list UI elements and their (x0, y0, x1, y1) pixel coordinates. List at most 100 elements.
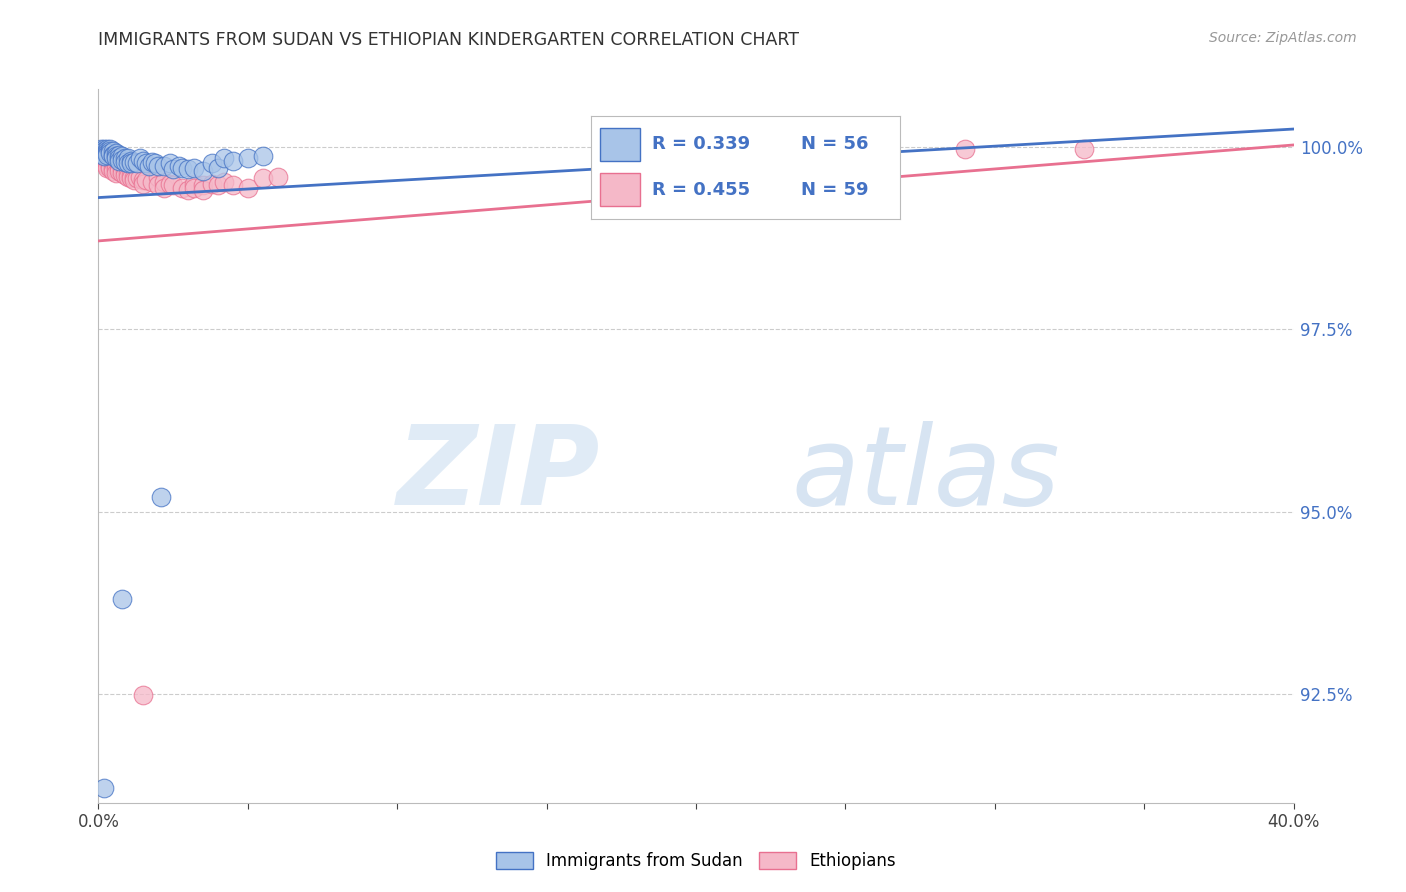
Point (167, 159, 190, 173)
Point (183, 161, 205, 175)
Point (120, 168, 142, 182)
Point (105, 159, 128, 173)
Point (153, 159, 176, 173)
Point (108, 147, 131, 161)
Point (172, 180, 194, 194)
Point (127, 171, 149, 186)
Point (129, 169, 152, 184)
Point (129, 152, 152, 166)
Point (108, 153, 131, 168)
Point (114, 155, 136, 169)
Point (132, 177, 155, 191)
Text: ZIP: ZIP (396, 421, 600, 528)
Point (183, 180, 205, 194)
Point (103, 147, 125, 161)
Point (191, 163, 214, 178)
Point (111, 149, 134, 163)
Point (100, 159, 122, 173)
Point (108, 152, 131, 166)
Point (111, 153, 134, 167)
Point (132, 688, 155, 702)
Point (153, 180, 176, 194)
Point (141, 155, 163, 169)
Point (150, 490, 173, 504)
Point (212, 152, 235, 166)
Point (96, 159, 118, 173)
Point (222, 153, 245, 168)
Point (191, 183, 214, 197)
Point (93, 156, 115, 170)
Point (100, 146, 122, 161)
Point (207, 161, 229, 175)
Point (124, 155, 146, 169)
Point (105, 162, 128, 177)
Point (135, 173, 157, 187)
Point (96, 142, 118, 156)
Point (103, 144, 125, 158)
Point (135, 156, 157, 170)
Point (162, 162, 184, 177)
Point (100, 155, 122, 169)
Point (236, 180, 259, 194)
Text: atlas: atlas (792, 421, 1060, 528)
Point (100, 142, 122, 156)
Point (207, 178, 229, 193)
Point (111, 166, 134, 180)
Point (124, 173, 146, 187)
Point (93, 147, 115, 161)
Text: R = 0.455: R = 0.455 (652, 181, 751, 199)
Point (236, 152, 259, 166)
Point (96, 161, 118, 175)
Point (201, 177, 224, 191)
Point (103, 149, 125, 163)
Point (120, 156, 142, 170)
Point (159, 177, 181, 191)
Point (108, 163, 131, 178)
Point (90, 152, 112, 166)
Point (93, 781, 115, 796)
Point (96, 144, 118, 158)
Point (108, 161, 131, 175)
Point (172, 161, 194, 175)
Point (159, 156, 181, 170)
Point (177, 162, 200, 177)
Point (177, 183, 200, 197)
Point (138, 159, 160, 173)
Point (127, 156, 149, 170)
Legend: Immigrants from Sudan, Ethiopians: Immigrants from Sudan, Ethiopians (489, 845, 903, 877)
Point (93, 142, 115, 156)
Point (105, 146, 128, 161)
Point (117, 166, 139, 180)
Point (105, 166, 128, 180)
Point (90, 144, 112, 158)
Point (96, 156, 118, 170)
FancyBboxPatch shape (600, 128, 640, 161)
Point (117, 156, 139, 170)
Point (148, 159, 170, 173)
Point (93, 149, 115, 163)
Point (114, 168, 136, 182)
Point (148, 178, 170, 193)
Point (114, 163, 136, 178)
Point (93, 155, 115, 169)
Point (212, 175, 235, 189)
Point (96, 146, 118, 161)
Point (96, 153, 118, 168)
Point (117, 169, 139, 184)
Point (153, 175, 176, 189)
Point (143, 156, 166, 170)
Text: Source: ZipAtlas.com: Source: ZipAtlas.com (1209, 31, 1357, 45)
Point (111, 591, 134, 606)
Point (953, 142, 976, 156)
Point (120, 171, 142, 186)
Point (114, 152, 136, 166)
Text: IMMIGRANTS FROM SUDAN VS ETHIOPIAN KINDERGARTEN CORRELATION CHART: IMMIGRANTS FROM SUDAN VS ETHIOPIAN KINDE… (98, 31, 800, 49)
Point (103, 161, 125, 175)
Text: N = 59: N = 59 (801, 181, 869, 199)
Point (96, 147, 118, 161)
Point (222, 178, 245, 193)
Point (103, 163, 125, 178)
Point (201, 156, 224, 170)
Point (124, 169, 146, 184)
Point (93, 144, 115, 158)
